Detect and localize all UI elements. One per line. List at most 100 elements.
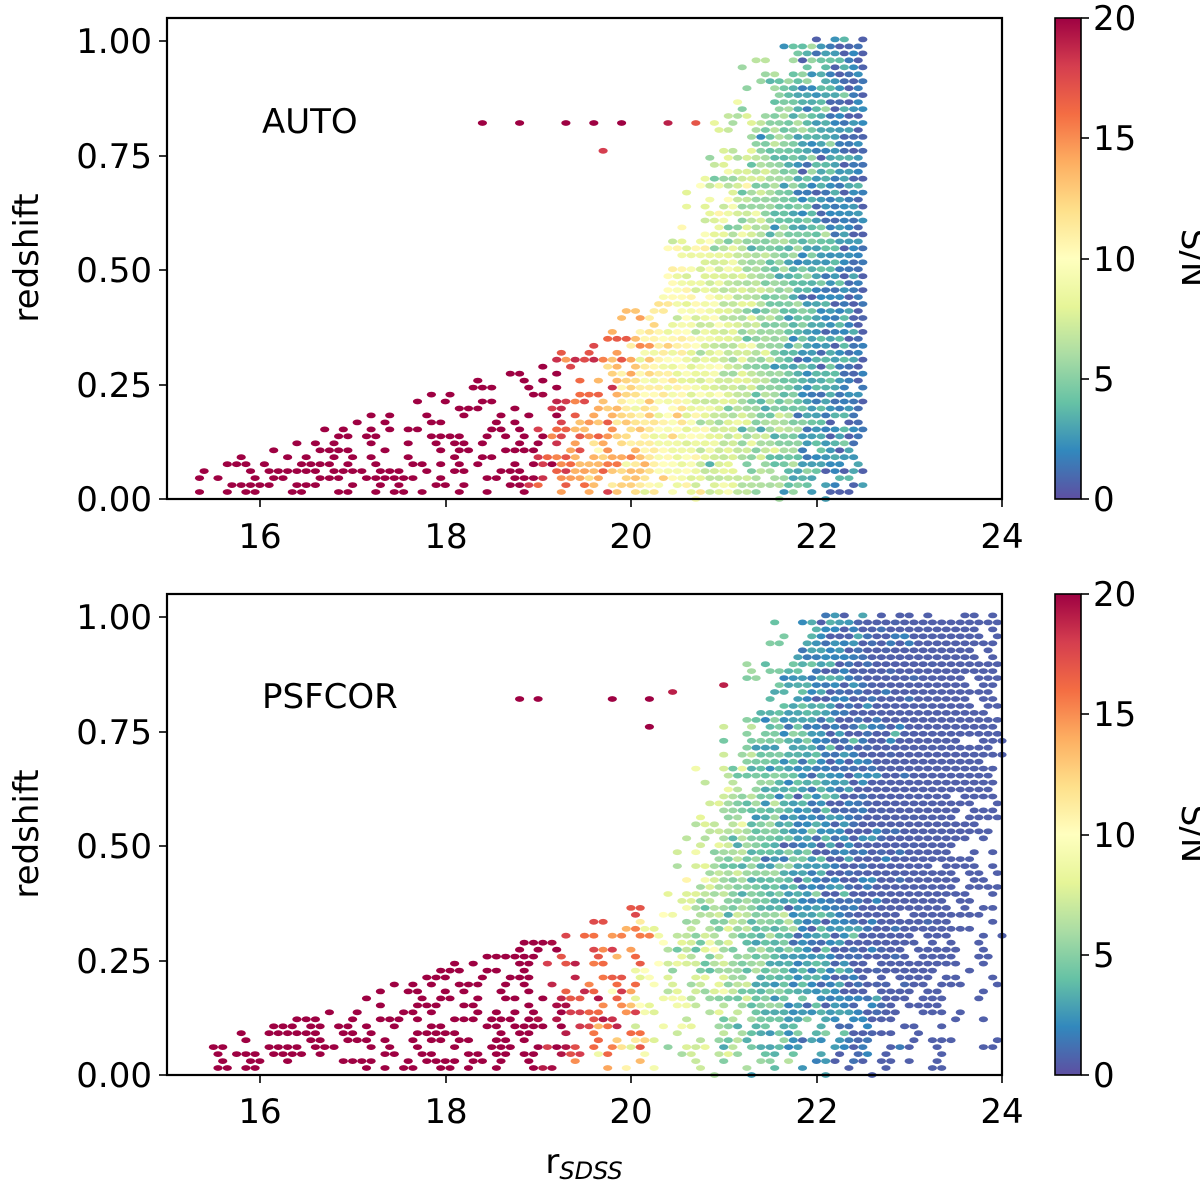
hexbin-cell (867, 918, 877, 925)
hexbin-cell (505, 370, 515, 377)
hexbin-cell (793, 440, 803, 447)
hexbin-cell (705, 475, 715, 481)
hexbin-cell (630, 1037, 641, 1044)
hexbin-cell (723, 210, 733, 217)
hexbin-cell (296, 1051, 307, 1057)
hexbin-cell (723, 252, 733, 259)
hexbin-cell (858, 231, 868, 238)
hexbin-cell (742, 322, 752, 328)
hexbin-cell (849, 412, 859, 419)
hexbin-cell (770, 1065, 780, 1071)
hexbin-cell (765, 891, 775, 897)
hexbin-cell (895, 905, 905, 911)
hexbin-cell (686, 447, 696, 454)
hexbin-cell (255, 1058, 265, 1064)
hexbin-cell (895, 988, 905, 995)
hexbin-cell (723, 405, 733, 412)
hexbin-cell (974, 744, 984, 751)
hexbin-cell (862, 828, 873, 835)
hexbin-cell (746, 134, 757, 140)
hexbin-cell (978, 905, 989, 911)
hexbin-cell (566, 475, 576, 481)
hexbin-cell (788, 433, 798, 440)
hexbin-cell (677, 224, 687, 231)
hexbin-cell (366, 1030, 376, 1037)
hexbin-cell (700, 877, 710, 883)
hexbin-cell (904, 723, 914, 730)
hexbin-cell (853, 182, 863, 189)
hexbin-cell (835, 489, 845, 495)
hexbin-cell (756, 287, 766, 293)
hexbin-cell (584, 489, 594, 495)
hexbin-cell (733, 322, 743, 328)
hexbin-cell (682, 891, 692, 897)
hexbin-cell (983, 703, 993, 709)
hexbin-cell (320, 426, 330, 433)
hexbin-cell (765, 988, 775, 995)
hexbin-cell (658, 377, 669, 384)
hexbin-cell (876, 682, 887, 688)
hexbin-cell (779, 939, 789, 946)
hexbin-cell (858, 668, 868, 674)
hexbin-cell (932, 835, 942, 842)
hexbin-cell (811, 1030, 822, 1037)
hexbin-cell (737, 259, 747, 266)
hexbin-cell (751, 168, 761, 175)
hexbin-cell (858, 877, 868, 883)
hexbin-cell (821, 259, 831, 266)
hexbin-cell (802, 398, 812, 405)
hexbin-cell (821, 78, 831, 85)
hexbin-cell (835, 953, 845, 960)
hexbin-cell (784, 918, 794, 925)
hexbin-cell (825, 856, 836, 862)
colorbar: 0 5 10 15 20 S/N (1054, 575, 1200, 1096)
hexbin-cell (890, 730, 900, 737)
hexbin-cell (816, 995, 826, 1002)
hexbin-cell (742, 335, 752, 342)
hexbin-cell (714, 447, 724, 454)
hexbin-cell (909, 730, 919, 737)
hexbin-cell (742, 85, 752, 92)
hexbin-cell (774, 751, 784, 758)
hexbin-cell (872, 981, 882, 988)
hexbin-cell (774, 710, 784, 716)
hexbin-cell (900, 898, 910, 904)
hexbin-cell (746, 849, 757, 856)
hexbin-cell (853, 377, 863, 384)
hexbin-cell (816, 405, 826, 412)
hexbin-cell (774, 287, 784, 293)
hexbin-cell (867, 835, 877, 842)
hexbin-cell (756, 120, 766, 126)
hexbin-cell (807, 308, 817, 314)
hexbin-cell (844, 322, 854, 328)
hexbin-cell (927, 1037, 938, 1044)
hexbin-cell (960, 696, 970, 702)
hexbin-cell (510, 447, 520, 454)
hexbin-cell (528, 1051, 539, 1057)
hexbin-cell (630, 995, 641, 1002)
hexbin-cell (937, 981, 947, 988)
hexbin-cell (250, 1051, 260, 1057)
hexbin-cell (927, 939, 938, 946)
hexbin-cell (723, 433, 733, 440)
hexbin-cell (473, 377, 483, 384)
hexbin-cell (858, 974, 868, 981)
hexbin-cell (570, 398, 580, 405)
hexbin-cell (436, 419, 446, 426)
hexbin-cell (844, 689, 854, 695)
hexbin-cell (811, 203, 822, 210)
hexbin-cell (978, 737, 989, 744)
hexbin-cell (723, 280, 733, 286)
hexbin-cell (839, 175, 849, 182)
hexbin-cell (705, 884, 715, 890)
hexbin-cell (932, 710, 942, 716)
hexbin-cell (682, 287, 692, 293)
hexbin-cell (793, 960, 803, 967)
hexbin-cell (287, 489, 297, 495)
hexbin-cell (839, 78, 849, 85)
hexbin-cell (955, 661, 965, 668)
hexbin-cell (955, 898, 965, 904)
hexbin-cell (923, 877, 933, 883)
hexbin-cell (802, 835, 812, 842)
hexbin-cell (876, 751, 887, 758)
